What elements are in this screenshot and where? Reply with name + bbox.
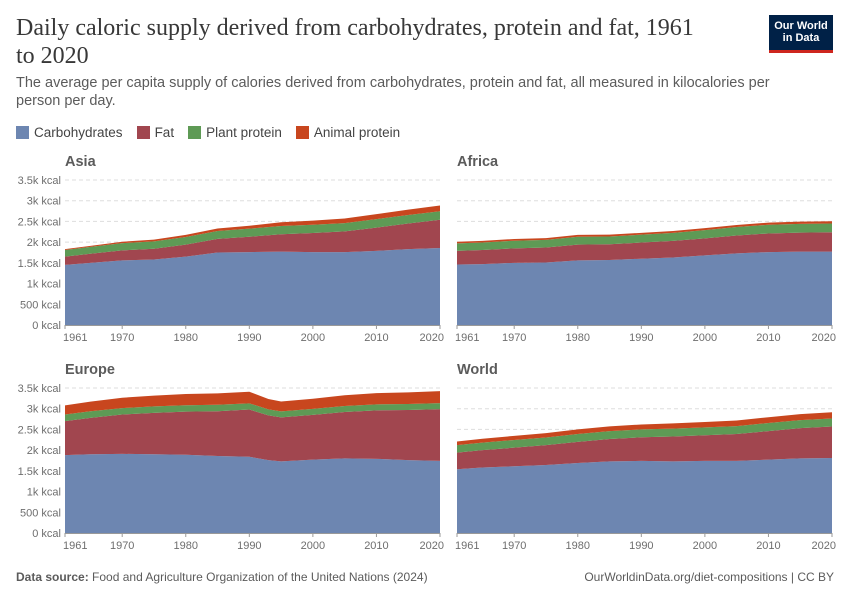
x-tick-label-world: 1980 — [566, 540, 590, 552]
x-tick-label-africa: 1961 — [455, 332, 479, 344]
legend-swatch-plant-protein — [188, 125, 202, 139]
owid-logo[interactable]: Our World in Data — [769, 15, 833, 53]
y-tick-label-europe: 500 kcal — [20, 507, 61, 519]
logo-line-2: in Data — [782, 32, 820, 44]
x-tick-label-africa: 2020 — [812, 332, 836, 344]
y-tick-label-europe: 1.5k kcal — [18, 466, 61, 478]
x-tick-label-world: 2020 — [812, 540, 836, 552]
y-tick-label-asia: 3.5k kcal — [18, 175, 61, 187]
legend-label-plant-protein: Plant protein — [206, 124, 282, 140]
legend-swatch-carbohydrates — [16, 125, 29, 139]
area-fat-world[interactable] — [457, 426, 832, 470]
panel-asia: Asia 0 kcal 500 kcal 1k kcal 1.5k kcal 2k kca… — [18, 154, 444, 344]
area-fat-africa[interactable] — [457, 232, 832, 265]
area-carbohydrates-africa[interactable] — [457, 251, 832, 325]
y-tick-label-asia: 0 kcal — [32, 320, 61, 332]
x-tick-label-asia: 2010 — [364, 332, 388, 344]
legend-item-animal-protein[interactable]: Animal protein — [295, 124, 401, 140]
x-tick-label-world: 1990 — [629, 540, 653, 552]
y-tick-label-asia: 500 kcal — [20, 299, 61, 311]
x-tick-label-europe: 1990 — [237, 540, 261, 552]
area-animal-protein-asia[interactable] — [65, 205, 440, 251]
y-tick-label-europe: 2k kcal — [27, 445, 61, 457]
y-tick-label-europe: 3.5k kcal — [18, 383, 61, 395]
footer-url[interactable]: OurWorldinData.org/diet-compositions | C… — [584, 570, 834, 584]
area-fat-asia[interactable] — [65, 219, 440, 265]
x-tick-label-world: 1970 — [502, 540, 526, 552]
area-plant-protein-europe[interactable] — [65, 403, 440, 422]
x-tick-label-europe: 1970 — [110, 540, 134, 552]
x-tick-label-europe: 2000 — [301, 540, 325, 552]
y-tick-label-europe: 1k kcal — [27, 487, 61, 499]
legend-label-fat: Fat — [154, 124, 175, 140]
logo-line-1: Our World — [774, 20, 828, 32]
legend-item-carbohydrates[interactable]: Carbohydrates — [16, 125, 123, 140]
y-tick-label-asia: 2.5k kcal — [18, 216, 61, 228]
y-tick-label-europe: 3k kcal — [27, 404, 61, 416]
x-tick-label-asia: 1961 — [63, 332, 87, 344]
panel-africa: Africa 1961 1970 1980 1990 2000 2010 2020 — [455, 154, 836, 344]
panel-world: World 1961 1970 1980 1990 2000 2010 2020 — [455, 362, 836, 552]
legend: Carbohydrates Fat Plant protein Animal p… — [16, 123, 414, 141]
chart-title: Daily caloric supply derived from carboh… — [16, 15, 694, 69]
legend-item-fat[interactable]: Fat — [136, 124, 175, 140]
y-tick-label-europe: 0 kcal — [32, 528, 61, 540]
chart-subtitle: The average per capita supply of calorie… — [16, 75, 770, 109]
x-tick-label-asia: 2020 — [420, 332, 444, 344]
y-tick-label-asia: 3k kcal — [27, 196, 61, 208]
x-tick-label-world: 2010 — [756, 540, 780, 552]
panel-title-asia: Asia — [65, 154, 97, 170]
y-tick-label-europe: 2.5k kcal — [18, 424, 61, 436]
x-tick-label-africa: 1970 — [502, 332, 526, 344]
x-tick-label-asia: 1970 — [110, 332, 134, 344]
x-tick-label-europe: 2010 — [364, 540, 388, 552]
source-text[interactable]: Food and Agriculture Organization of the… — [92, 570, 428, 584]
legend-swatch-animal-protein — [295, 125, 309, 139]
x-tick-label-asia: 1990 — [237, 332, 261, 344]
x-tick-label-africa: 1990 — [629, 332, 653, 344]
panel-title-africa: Africa — [457, 154, 499, 170]
x-tick-label-africa: 2000 — [693, 332, 717, 344]
source-label: Data source: — [16, 570, 89, 584]
x-tick-label-asia: 1980 — [174, 332, 198, 344]
area-fat-europe[interactable] — [65, 409, 440, 462]
y-tick-label-asia: 1k kcal — [27, 279, 61, 291]
y-tick-label-asia: 1.5k kcal — [18, 258, 61, 270]
area-carbohydrates-asia[interactable] — [65, 247, 440, 325]
legend-item-plant-protein[interactable]: Plant protein — [188, 125, 282, 140]
legend-label-carbohydrates: Carbohydrates — [34, 124, 123, 140]
x-tick-label-europe: 2020 — [420, 540, 444, 552]
area-plant-protein-world[interactable] — [457, 418, 832, 453]
legend-label-animal-protein: Animal protein — [313, 124, 401, 140]
x-tick-label-europe: 1961 — [63, 540, 87, 552]
panel-title-world: World — [457, 362, 498, 378]
panel-europe: Europe 0 kcal 500 kcal 1k kcal 1.5k kcal 2k k… — [18, 362, 444, 552]
area-animal-protein-world[interactable] — [457, 412, 832, 446]
y-tick-label-asia: 2k kcal — [27, 237, 61, 249]
x-tick-label-world: 1961 — [455, 540, 479, 552]
x-tick-label-africa: 1980 — [566, 332, 590, 344]
area-carbohydrates-europe[interactable] — [65, 453, 440, 533]
panel-title-europe: Europe — [65, 362, 115, 378]
x-tick-label-world: 2000 — [693, 540, 717, 552]
area-animal-protein-africa[interactable] — [457, 221, 832, 244]
area-animal-protein-europe[interactable] — [65, 391, 440, 415]
area-plant-protein-africa[interactable] — [457, 223, 832, 251]
x-tick-label-africa: 2010 — [756, 332, 780, 344]
x-tick-label-asia: 2000 — [301, 332, 325, 344]
legend-swatch-fat — [136, 125, 150, 139]
footer-source: Data source: Food and Agriculture Organi… — [16, 570, 428, 584]
area-carbohydrates-world[interactable] — [457, 458, 832, 533]
area-plant-protein-asia[interactable] — [65, 211, 440, 257]
x-tick-label-europe: 1980 — [174, 540, 198, 552]
